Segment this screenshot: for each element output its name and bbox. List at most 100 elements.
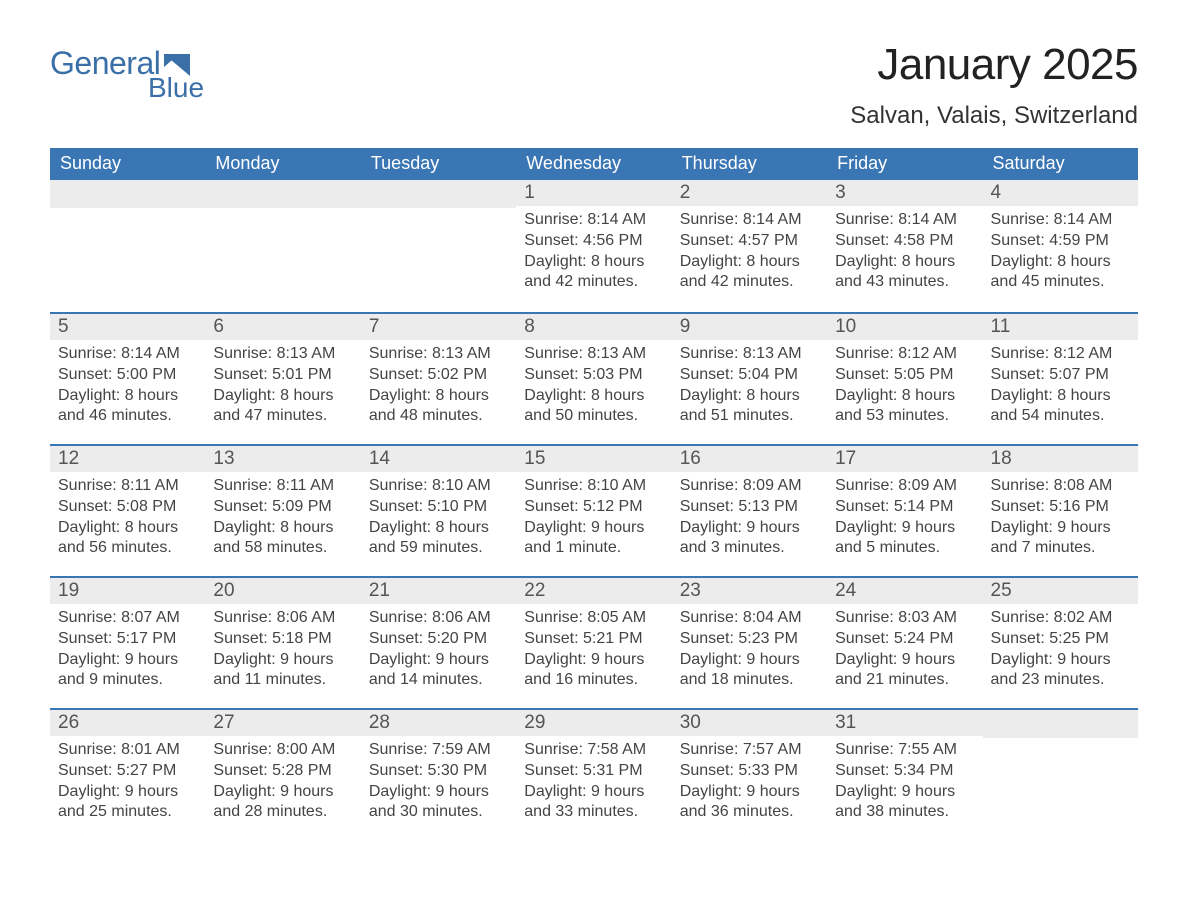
day-details: Sunrise: 7:59 AMSunset: 5:30 PMDaylight:…	[361, 736, 516, 829]
day-details: Sunrise: 8:11 AMSunset: 5:09 PMDaylight:…	[205, 472, 360, 565]
sunset-text: Sunset: 5:02 PM	[369, 365, 508, 386]
day-details: Sunrise: 8:14 AMSunset: 4:58 PMDaylight:…	[827, 206, 982, 299]
sunset-text: Sunset: 5:31 PM	[524, 761, 663, 782]
calendar-day-cell: 24Sunrise: 8:03 AMSunset: 5:24 PMDayligh…	[827, 576, 982, 708]
day-number: 29	[516, 708, 671, 736]
day-number: 12	[50, 444, 205, 472]
day-details: Sunrise: 8:14 AMSunset: 4:56 PMDaylight:…	[516, 206, 671, 299]
sunrise-text: Sunrise: 7:57 AM	[680, 740, 819, 761]
sunset-text: Sunset: 5:14 PM	[835, 497, 974, 518]
daylight-text: Daylight: 8 hours and 42 minutes.	[680, 252, 819, 294]
day-details: Sunrise: 8:14 AMSunset: 4:57 PMDaylight:…	[672, 206, 827, 299]
sunset-text: Sunset: 5:20 PM	[369, 629, 508, 650]
calendar-day-cell: 3Sunrise: 8:14 AMSunset: 4:58 PMDaylight…	[827, 180, 982, 312]
calendar-day-cell: 5Sunrise: 8:14 AMSunset: 5:00 PMDaylight…	[50, 312, 205, 444]
calendar-day-cell: 21Sunrise: 8:06 AMSunset: 5:20 PMDayligh…	[361, 576, 516, 708]
day-number: 23	[672, 576, 827, 604]
daylight-text: Daylight: 8 hours and 58 minutes.	[213, 518, 352, 560]
sunrise-text: Sunrise: 8:09 AM	[835, 476, 974, 497]
sunset-text: Sunset: 4:58 PM	[835, 231, 974, 252]
sunrise-text: Sunrise: 8:00 AM	[213, 740, 352, 761]
sunset-text: Sunset: 4:56 PM	[524, 231, 663, 252]
daylight-text: Daylight: 8 hours and 53 minutes.	[835, 386, 974, 428]
day-number: 19	[50, 576, 205, 604]
calendar-day-cell: 28Sunrise: 7:59 AMSunset: 5:30 PMDayligh…	[361, 708, 516, 840]
sunrise-text: Sunrise: 8:11 AM	[58, 476, 197, 497]
calendar-day-cell: 29Sunrise: 7:58 AMSunset: 5:31 PMDayligh…	[516, 708, 671, 840]
sunset-text: Sunset: 5:12 PM	[524, 497, 663, 518]
daylight-text: Daylight: 9 hours and 23 minutes.	[991, 650, 1130, 692]
calendar-day-cell: 16Sunrise: 8:09 AMSunset: 5:13 PMDayligh…	[672, 444, 827, 576]
day-number: 31	[827, 708, 982, 736]
day-details: Sunrise: 7:57 AMSunset: 5:33 PMDaylight:…	[672, 736, 827, 829]
sunrise-text: Sunrise: 8:10 AM	[524, 476, 663, 497]
day-details: Sunrise: 8:06 AMSunset: 5:20 PMDaylight:…	[361, 604, 516, 697]
weekday-header: Friday	[827, 148, 982, 180]
day-number: 27	[205, 708, 360, 736]
daylight-text: Daylight: 8 hours and 50 minutes.	[524, 386, 663, 428]
sunset-text: Sunset: 5:04 PM	[680, 365, 819, 386]
daylight-text: Daylight: 9 hours and 21 minutes.	[835, 650, 974, 692]
daylight-text: Daylight: 8 hours and 43 minutes.	[835, 252, 974, 294]
sunset-text: Sunset: 5:30 PM	[369, 761, 508, 782]
day-details: Sunrise: 8:09 AMSunset: 5:13 PMDaylight:…	[672, 472, 827, 565]
calendar-header: SundayMondayTuesdayWednesdayThursdayFrid…	[50, 148, 1138, 180]
calendar-body: 1Sunrise: 8:14 AMSunset: 4:56 PMDaylight…	[50, 180, 1138, 840]
day-number: 11	[983, 312, 1138, 340]
day-details: Sunrise: 8:05 AMSunset: 5:21 PMDaylight:…	[516, 604, 671, 697]
day-number: 24	[827, 576, 982, 604]
month-title: January 2025	[850, 40, 1138, 90]
sunrise-text: Sunrise: 8:06 AM	[369, 608, 508, 629]
calendar-day-cell: 18Sunrise: 8:08 AMSunset: 5:16 PMDayligh…	[983, 444, 1138, 576]
daylight-text: Daylight: 8 hours and 48 minutes.	[369, 386, 508, 428]
sunset-text: Sunset: 5:01 PM	[213, 365, 352, 386]
calendar-day-cell: 31Sunrise: 7:55 AMSunset: 5:34 PMDayligh…	[827, 708, 982, 840]
day-number: 20	[205, 576, 360, 604]
day-number: 15	[516, 444, 671, 472]
daylight-text: Daylight: 8 hours and 46 minutes.	[58, 386, 197, 428]
day-details: Sunrise: 7:58 AMSunset: 5:31 PMDaylight:…	[516, 736, 671, 829]
calendar-day-cell	[205, 180, 360, 312]
day-details: Sunrise: 8:11 AMSunset: 5:08 PMDaylight:…	[50, 472, 205, 565]
calendar-page: General Blue January 2025 Salvan, Valais…	[0, 0, 1188, 918]
sunrise-text: Sunrise: 8:13 AM	[680, 344, 819, 365]
sunrise-text: Sunrise: 8:13 AM	[213, 344, 352, 365]
daylight-text: Daylight: 9 hours and 14 minutes.	[369, 650, 508, 692]
header-row: General Blue January 2025 Salvan, Valais…	[50, 40, 1138, 130]
calendar-day-cell: 2Sunrise: 8:14 AMSunset: 4:57 PMDaylight…	[672, 180, 827, 312]
day-details: Sunrise: 8:10 AMSunset: 5:12 PMDaylight:…	[516, 472, 671, 565]
day-number: 21	[361, 576, 516, 604]
calendar-day-cell	[361, 180, 516, 312]
day-details: Sunrise: 8:12 AMSunset: 5:07 PMDaylight:…	[983, 340, 1138, 433]
sunset-text: Sunset: 5:18 PM	[213, 629, 352, 650]
daylight-text: Daylight: 9 hours and 18 minutes.	[680, 650, 819, 692]
day-number: 16	[672, 444, 827, 472]
daylight-text: Daylight: 9 hours and 1 minute.	[524, 518, 663, 560]
calendar-day-cell: 25Sunrise: 8:02 AMSunset: 5:25 PMDayligh…	[983, 576, 1138, 708]
sunrise-text: Sunrise: 8:14 AM	[58, 344, 197, 365]
calendar-day-cell: 30Sunrise: 7:57 AMSunset: 5:33 PMDayligh…	[672, 708, 827, 840]
day-details: Sunrise: 8:09 AMSunset: 5:14 PMDaylight:…	[827, 472, 982, 565]
sunset-text: Sunset: 5:21 PM	[524, 629, 663, 650]
day-number: 10	[827, 312, 982, 340]
daylight-text: Daylight: 8 hours and 59 minutes.	[369, 518, 508, 560]
sunrise-text: Sunrise: 8:14 AM	[524, 210, 663, 231]
sunrise-text: Sunrise: 8:03 AM	[835, 608, 974, 629]
sunset-text: Sunset: 4:59 PM	[991, 231, 1130, 252]
day-number: 22	[516, 576, 671, 604]
day-details: Sunrise: 8:12 AMSunset: 5:05 PMDaylight:…	[827, 340, 982, 433]
daylight-text: Daylight: 9 hours and 36 minutes.	[680, 782, 819, 824]
sunset-text: Sunset: 5:17 PM	[58, 629, 197, 650]
day-details: Sunrise: 8:13 AMSunset: 5:04 PMDaylight:…	[672, 340, 827, 433]
daylight-text: Daylight: 9 hours and 16 minutes.	[524, 650, 663, 692]
calendar-day-cell	[983, 708, 1138, 840]
day-number: 1	[516, 180, 671, 206]
sunset-text: Sunset: 5:03 PM	[524, 365, 663, 386]
day-details: Sunrise: 8:13 AMSunset: 5:02 PMDaylight:…	[361, 340, 516, 433]
sunrise-text: Sunrise: 8:09 AM	[680, 476, 819, 497]
sunrise-text: Sunrise: 8:04 AM	[680, 608, 819, 629]
calendar-day-cell	[50, 180, 205, 312]
day-details: Sunrise: 7:55 AMSunset: 5:34 PMDaylight:…	[827, 736, 982, 829]
daylight-text: Daylight: 9 hours and 3 minutes.	[680, 518, 819, 560]
location: Salvan, Valais, Switzerland	[850, 102, 1138, 130]
